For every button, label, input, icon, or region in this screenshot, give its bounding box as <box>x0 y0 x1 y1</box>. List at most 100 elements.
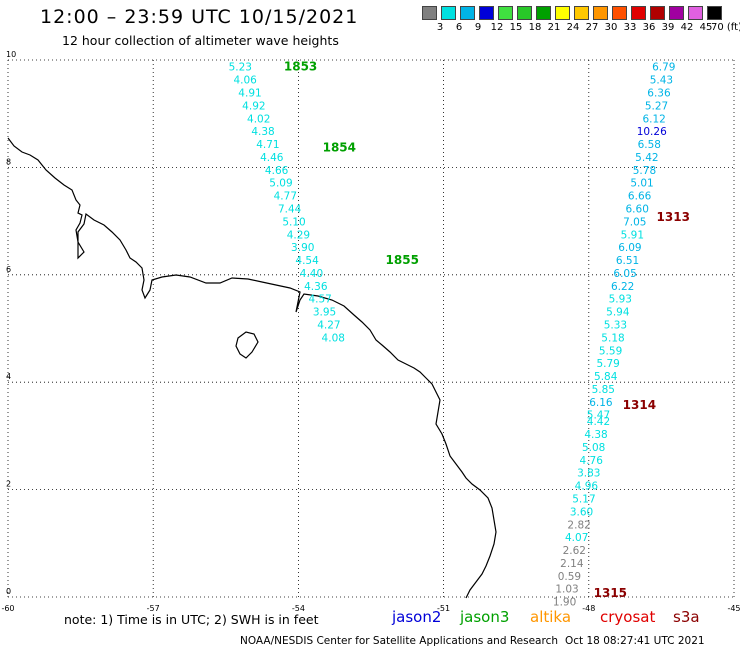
wave-height-label: 4.92 <box>242 100 265 112</box>
scale-label: 33 <box>623 22 637 33</box>
scale-label: 21 <box>547 22 561 33</box>
scale-swatch <box>574 6 589 20</box>
wave-height-label: 4.77 <box>274 191 297 203</box>
scale-label: 6 <box>455 22 463 33</box>
wave-height-label: 4.36 <box>304 281 328 293</box>
scale-swatch <box>517 6 532 20</box>
wave-height-label: 7.05 <box>623 216 646 228</box>
scale-label: 30 <box>604 22 618 33</box>
wave-height-label: 5.43 <box>650 75 673 87</box>
scale-swatch <box>650 6 665 20</box>
x-tick-label: -48 <box>582 604 595 613</box>
x-tick-label: -57 <box>147 604 160 613</box>
wave-height-label: 5.23 <box>229 62 252 74</box>
credit-line: NOAA/NESDIS Center for Satellite Applica… <box>240 635 558 647</box>
wave-height-label: 4.91 <box>238 88 261 100</box>
scale-swatch <box>688 6 703 20</box>
wave-height-label: 5.08 <box>582 442 605 454</box>
wave-height-label: 5.47 <box>587 410 610 422</box>
wave-height-label: 4.54 <box>295 255 319 267</box>
wave-height-label: 7.44 <box>278 204 302 216</box>
wave-height-label: 5.42 <box>635 152 658 164</box>
wave-height-label: 1.90 <box>553 597 576 609</box>
wave-height-label: 6.36 <box>647 88 671 100</box>
wave-height-label: 4.08 <box>322 332 345 344</box>
scale-swatch <box>707 6 722 20</box>
wave-height-label: 4.71 <box>256 139 279 151</box>
wave-height-label: 2.82 <box>567 519 590 531</box>
wave-height-label: 1.03 <box>555 584 578 596</box>
wave-height-label: 10.26 <box>637 126 667 138</box>
track-id-label: 1854 <box>323 140 356 154</box>
x-tick-label: -60 <box>1 604 14 613</box>
legend-jason3: jason3 <box>460 608 510 626</box>
island <box>235 331 259 359</box>
scale-label: 42 <box>680 22 694 33</box>
wave-height-label: 6.16 <box>589 397 613 409</box>
wave-height-label: 4.46 <box>260 152 284 164</box>
scale-swatch <box>593 6 608 20</box>
wave-height-label: 4.38 <box>584 429 607 441</box>
wave-height-label: 6.12 <box>642 113 665 125</box>
wave-height-label: 4.27 <box>317 320 340 332</box>
scale-label: 27 <box>585 22 599 33</box>
wave-height-label: 3.90 <box>291 242 314 254</box>
wave-height-label: 5.91 <box>621 229 644 241</box>
wave-height-label: 5.94 <box>606 307 630 319</box>
track-id-label: 1313 <box>657 210 690 224</box>
wave-height-label: 4.07 <box>565 532 588 544</box>
x-tick-label: -51 <box>437 604 450 613</box>
wave-height-label: 5.27 <box>645 100 668 112</box>
wave-height-label: 6.09 <box>618 242 641 254</box>
grid-lines <box>7 59 735 598</box>
scale-swatch <box>631 6 646 20</box>
wave-height-label: 4.96 <box>575 481 599 493</box>
x-tick-label: -54 <box>292 604 305 613</box>
scale-swatch <box>669 6 684 20</box>
wave-height-label: 4.40 <box>300 268 323 280</box>
page-title: 12:00 – 23:59 UTC 10/15/2021 <box>40 6 359 28</box>
y-tick-label: 0 <box>6 587 11 596</box>
wave-height-label: 3.83 <box>577 468 600 480</box>
scale-label: 18 <box>528 22 542 33</box>
wave-height-label: 2.14 <box>560 558 584 570</box>
wave-height-label: 5.79 <box>596 358 619 370</box>
wave-height-label: 5.01 <box>630 178 653 190</box>
wave-height-label: 4.76 <box>580 455 604 467</box>
scale-label: 70 (ft) <box>711 22 740 33</box>
wave-height-label: 4.66 <box>265 165 289 177</box>
scale-label: 12 <box>490 22 504 33</box>
scale-swatch <box>479 6 494 20</box>
wave-height-label: 6.05 <box>613 268 636 280</box>
page-subtitle: 12 hour collection of altimeter wave hei… <box>62 33 339 48</box>
scale-swatch <box>536 6 551 20</box>
y-tick-label: 2 <box>6 480 11 489</box>
wave-height-label: 5.09 <box>269 178 292 190</box>
scale-label: 45 <box>699 22 713 33</box>
generated-timestamp: Oct 18 08:27:41 UTC 2021 <box>565 635 705 647</box>
wave-height-label: 5.78 <box>633 165 656 177</box>
legend-s3a: s3a <box>673 608 700 626</box>
wave-height-label: 5.93 <box>609 294 632 306</box>
wave-height-label: 0.59 <box>558 571 581 583</box>
y-tick-label: 10 <box>6 50 16 59</box>
wave-height-label: 2.62 <box>563 545 586 557</box>
wave-height-label: 4.29 <box>287 229 310 241</box>
legend-jason2: jason2 <box>392 608 442 626</box>
wave-height-label: 3.60 <box>570 506 593 518</box>
track-id-label: 1314 <box>623 398 656 412</box>
legend-altika: altika <box>530 608 572 626</box>
y-tick-label: 8 <box>6 157 11 166</box>
scale-swatch <box>441 6 456 20</box>
wave-height-label: 4.57 <box>308 294 331 306</box>
wave-height-label: 5.85 <box>592 384 615 396</box>
wave-height-label: 5.18 <box>601 332 624 344</box>
wave-height-label: 5.59 <box>599 345 622 357</box>
scale-swatch <box>498 6 513 20</box>
footnote: note: 1) Time is in UTC; 2) SWH is in fe… <box>64 612 319 627</box>
scale-label: 15 <box>509 22 523 33</box>
wave-height-label: 6.22 <box>611 281 634 293</box>
y-tick-label: 6 <box>6 265 11 274</box>
wave-height-label: 5.84 <box>594 371 618 383</box>
